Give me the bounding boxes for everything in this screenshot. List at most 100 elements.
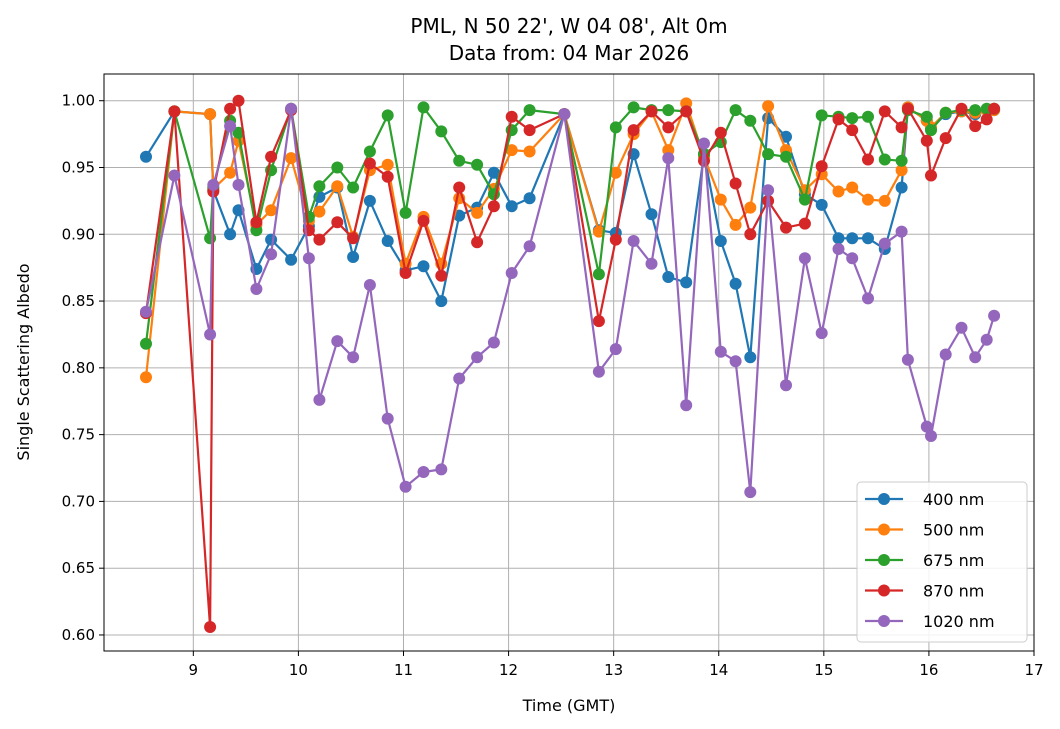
legend-swatch-marker xyxy=(878,584,890,597)
data-point xyxy=(347,232,360,245)
data-point xyxy=(901,353,914,366)
plot-area-frame xyxy=(103,73,1035,652)
data-point xyxy=(140,337,152,350)
data-point xyxy=(331,161,344,174)
x-tick-label: 16 xyxy=(919,661,938,679)
x-tick-label: 17 xyxy=(1024,661,1043,679)
data-point xyxy=(846,181,859,194)
data-point xyxy=(347,181,360,194)
data-point xyxy=(609,343,622,356)
x-tick-label: 12 xyxy=(499,661,518,679)
legend-label: 500 nm xyxy=(923,521,984,540)
data-point xyxy=(399,267,412,279)
data-point xyxy=(832,185,845,198)
data-point xyxy=(980,333,993,346)
legend: 400 nm 500 nm 675 nm 870 nm 1020 nm xyxy=(856,481,1028,643)
chart-title-line-1: PML, N 50 22', W 04 08', Alt 0m xyxy=(410,14,727,38)
legend-item-870-nm: 870 nm xyxy=(865,582,984,601)
data-point xyxy=(381,170,394,183)
data-point xyxy=(313,205,326,218)
data-point xyxy=(780,130,792,143)
data-point xyxy=(232,178,245,191)
data-point xyxy=(832,232,845,245)
data-point xyxy=(609,166,622,179)
data-point xyxy=(523,124,536,137)
data-point xyxy=(417,466,430,478)
data-point xyxy=(662,271,675,283)
data-point xyxy=(920,420,933,433)
data-point xyxy=(815,327,828,340)
data-point xyxy=(714,235,727,247)
data-point xyxy=(798,193,811,206)
data-point xyxy=(925,430,937,442)
legend-item-500-nm: 500 nm xyxy=(865,521,984,540)
data-point xyxy=(140,305,152,318)
y-tick-label: 0.75 xyxy=(62,426,95,444)
data-point xyxy=(399,480,412,493)
data-point xyxy=(265,233,278,246)
data-point xyxy=(895,181,908,194)
data-point xyxy=(862,110,874,123)
data-point xyxy=(645,105,658,118)
data-point xyxy=(285,152,298,165)
legend-box xyxy=(856,481,1028,643)
data-point xyxy=(955,321,968,334)
data-point xyxy=(939,348,952,361)
x-tick-label: 14 xyxy=(709,661,728,679)
data-point xyxy=(224,228,237,241)
data-point xyxy=(729,355,742,368)
y-tick-label: 0.70 xyxy=(62,492,95,510)
legend-label: 675 nm xyxy=(923,551,984,570)
data-point xyxy=(662,104,675,117)
x-axis-label: Time (GMT) xyxy=(522,696,616,715)
data-point xyxy=(331,216,344,229)
data-point xyxy=(645,208,658,221)
data-point xyxy=(780,379,792,392)
data-point xyxy=(762,148,775,161)
data-point xyxy=(232,94,245,107)
data-point xyxy=(302,252,315,265)
data-point xyxy=(832,113,845,126)
data-point xyxy=(471,206,484,219)
data-point xyxy=(762,100,775,113)
data-point xyxy=(878,105,891,118)
data-point xyxy=(662,121,675,134)
legend-item-1020-nm: 1020 nm xyxy=(865,612,995,631)
data-point xyxy=(878,194,891,207)
data-point xyxy=(471,351,484,364)
data-point xyxy=(250,283,263,295)
data-point xyxy=(627,124,640,137)
data-point xyxy=(523,192,536,205)
data-point xyxy=(487,200,500,213)
data-point xyxy=(680,399,693,412)
data-point xyxy=(815,109,828,122)
x-tick-label: 9 xyxy=(189,661,199,679)
data-point xyxy=(645,257,658,270)
data-point xyxy=(505,144,518,157)
data-point xyxy=(698,154,710,167)
legend-item-675-nm: 675 nm xyxy=(865,551,984,570)
legend-label: 870 nm xyxy=(923,582,984,601)
data-point xyxy=(680,276,693,289)
data-point xyxy=(815,160,828,173)
data-point xyxy=(901,102,914,115)
data-point xyxy=(331,180,344,193)
data-point xyxy=(592,225,605,238)
data-point xyxy=(381,109,394,122)
data-point xyxy=(505,267,518,279)
data-point xyxy=(347,351,360,364)
data-point xyxy=(523,104,536,117)
data-point xyxy=(558,108,571,121)
data-point xyxy=(920,110,933,123)
data-point xyxy=(417,214,430,227)
data-point xyxy=(846,252,859,265)
data-point xyxy=(435,463,448,476)
data-point xyxy=(895,225,908,238)
data-point xyxy=(955,102,968,115)
data-point xyxy=(925,124,937,137)
x-tick-label: 11 xyxy=(394,661,413,679)
series-layer xyxy=(140,94,1001,633)
data-point xyxy=(505,200,518,213)
data-point xyxy=(744,201,757,214)
